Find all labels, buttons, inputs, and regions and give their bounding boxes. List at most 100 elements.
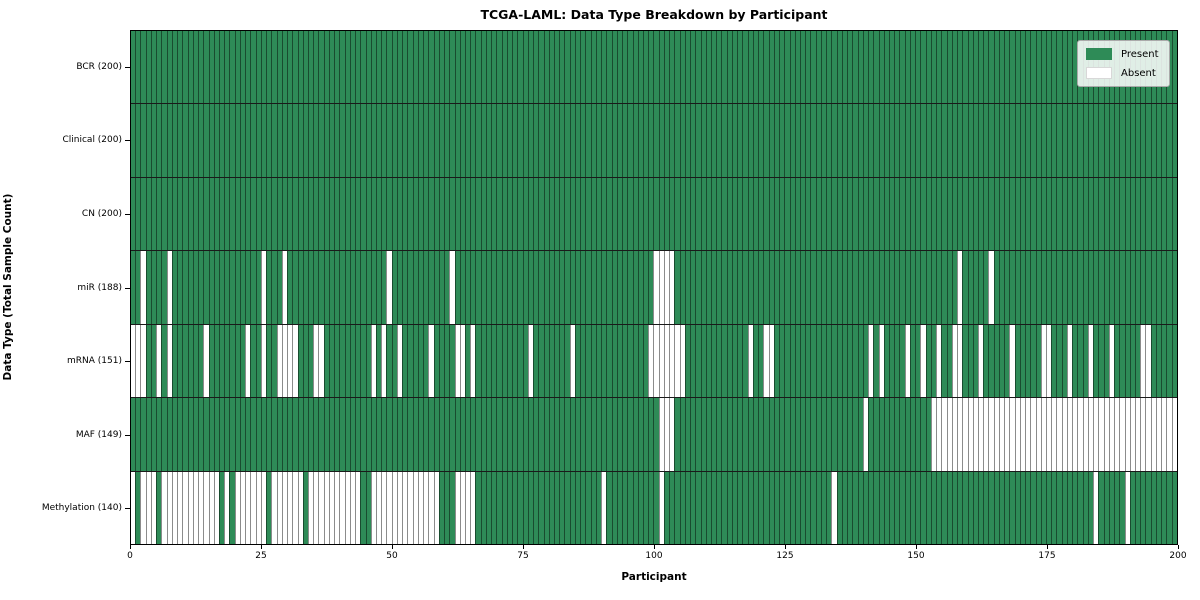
heatmap-cell bbox=[1072, 471, 1078, 544]
heatmap-cell bbox=[553, 104, 560, 177]
heatmap-cell bbox=[276, 31, 282, 104]
heatmap-cell bbox=[260, 471, 267, 544]
heatmap-cell bbox=[131, 471, 136, 544]
heatmap-cell bbox=[663, 324, 670, 398]
heatmap-cell bbox=[1082, 104, 1088, 177]
heatmap-cell bbox=[140, 398, 146, 471]
heatmap-cell bbox=[376, 251, 382, 324]
legend: Present Absent bbox=[1077, 40, 1170, 87]
heatmap-cell bbox=[297, 251, 303, 324]
heatmap-cell bbox=[616, 177, 623, 251]
heatmap-cell bbox=[632, 324, 638, 398]
heatmap-cell bbox=[553, 31, 560, 104]
heatmap-cell bbox=[470, 398, 476, 471]
heatmap-cell bbox=[1098, 177, 1104, 251]
heatmap-cell bbox=[559, 398, 565, 471]
heatmap-cell bbox=[475, 251, 481, 324]
heatmap-cell bbox=[208, 31, 214, 104]
heatmap-cell bbox=[695, 471, 701, 544]
heatmap-cell bbox=[747, 324, 753, 398]
heatmap-cell bbox=[595, 324, 602, 398]
heatmap-cell bbox=[334, 104, 340, 177]
heatmap-cell bbox=[559, 177, 565, 251]
heatmap-cell bbox=[145, 251, 151, 324]
heatmap-cell bbox=[266, 104, 272, 177]
heatmap-cell bbox=[925, 471, 931, 544]
heatmap-cell bbox=[1046, 177, 1052, 251]
heatmap-cell bbox=[517, 324, 523, 398]
heatmap-cell bbox=[773, 31, 780, 104]
heatmap-cell bbox=[349, 251, 356, 324]
heatmap-cell bbox=[339, 31, 345, 104]
heatmap-cell bbox=[726, 324, 732, 398]
heatmap-cell bbox=[485, 251, 492, 324]
heatmap-cell bbox=[266, 398, 272, 471]
heatmap-cell bbox=[1030, 31, 1036, 104]
heatmap-cell bbox=[239, 251, 246, 324]
heatmap-cell bbox=[459, 31, 465, 104]
heatmap-cell bbox=[459, 177, 465, 251]
heatmap-cell bbox=[355, 471, 361, 544]
heatmap-cell bbox=[637, 471, 643, 544]
heatmap-cell bbox=[747, 471, 753, 544]
heatmap-cell bbox=[794, 177, 800, 251]
heatmap-cell bbox=[302, 398, 308, 471]
heatmap-cell bbox=[742, 398, 748, 471]
heatmap-cell bbox=[920, 104, 926, 177]
heatmap-cell bbox=[428, 324, 434, 398]
heatmap-cell bbox=[658, 471, 664, 544]
heatmap-cell bbox=[1103, 324, 1109, 398]
heatmap-cell bbox=[365, 471, 371, 544]
heatmap-cell bbox=[260, 31, 267, 104]
heatmap-cell bbox=[731, 471, 738, 544]
heatmap-cell bbox=[1098, 324, 1104, 398]
heatmap-cell bbox=[957, 471, 963, 544]
heatmap-cell bbox=[1145, 471, 1151, 544]
heatmap-cell bbox=[208, 398, 214, 471]
heatmap-cell bbox=[883, 31, 889, 104]
heatmap-cell bbox=[585, 324, 591, 398]
heatmap-cell bbox=[1056, 177, 1062, 251]
heatmap-cell bbox=[962, 324, 968, 398]
heatmap-cell bbox=[909, 251, 916, 324]
heatmap-cell bbox=[276, 177, 282, 251]
heatmap-cell bbox=[711, 471, 717, 544]
heatmap-cell bbox=[229, 251, 235, 324]
heatmap-cell bbox=[433, 251, 439, 324]
heatmap-cell bbox=[1145, 177, 1151, 251]
heatmap-cell bbox=[470, 31, 476, 104]
heatmap-cell bbox=[590, 471, 596, 544]
heatmap-cell bbox=[344, 177, 350, 251]
heatmap-cell bbox=[1025, 398, 1031, 471]
heatmap-cell bbox=[915, 31, 921, 104]
heatmap-cell bbox=[642, 471, 649, 544]
heatmap-cell bbox=[1108, 251, 1115, 324]
x-tick-mark bbox=[261, 545, 262, 549]
heatmap-cell bbox=[1061, 324, 1067, 398]
heatmap-cell bbox=[878, 251, 884, 324]
heatmap-cell bbox=[1082, 398, 1088, 471]
heatmap-cell bbox=[595, 177, 602, 251]
heatmap-cell bbox=[229, 104, 235, 177]
heatmap-cell bbox=[150, 471, 157, 544]
heatmap-cell bbox=[433, 324, 439, 398]
heatmap-cell bbox=[1072, 177, 1078, 251]
heatmap-cell bbox=[585, 471, 591, 544]
x-tick-mark bbox=[130, 545, 131, 549]
heatmap-cell bbox=[271, 251, 277, 324]
heatmap-cell bbox=[826, 104, 832, 177]
heatmap-cell bbox=[1093, 251, 1099, 324]
heatmap-cell bbox=[836, 177, 842, 251]
heatmap-cell bbox=[820, 31, 827, 104]
heatmap-cell bbox=[548, 177, 554, 251]
heatmap-cell bbox=[1040, 31, 1047, 104]
heatmap-cell bbox=[810, 177, 816, 251]
heatmap-cell bbox=[182, 324, 188, 398]
heatmap-cell bbox=[307, 251, 314, 324]
heatmap-cell bbox=[611, 398, 617, 471]
heatmap-cell bbox=[857, 177, 863, 251]
heatmap-cell bbox=[957, 251, 963, 324]
heatmap-cell bbox=[909, 471, 916, 544]
heatmap-cell bbox=[140, 251, 146, 324]
heatmap-cell bbox=[313, 31, 319, 104]
